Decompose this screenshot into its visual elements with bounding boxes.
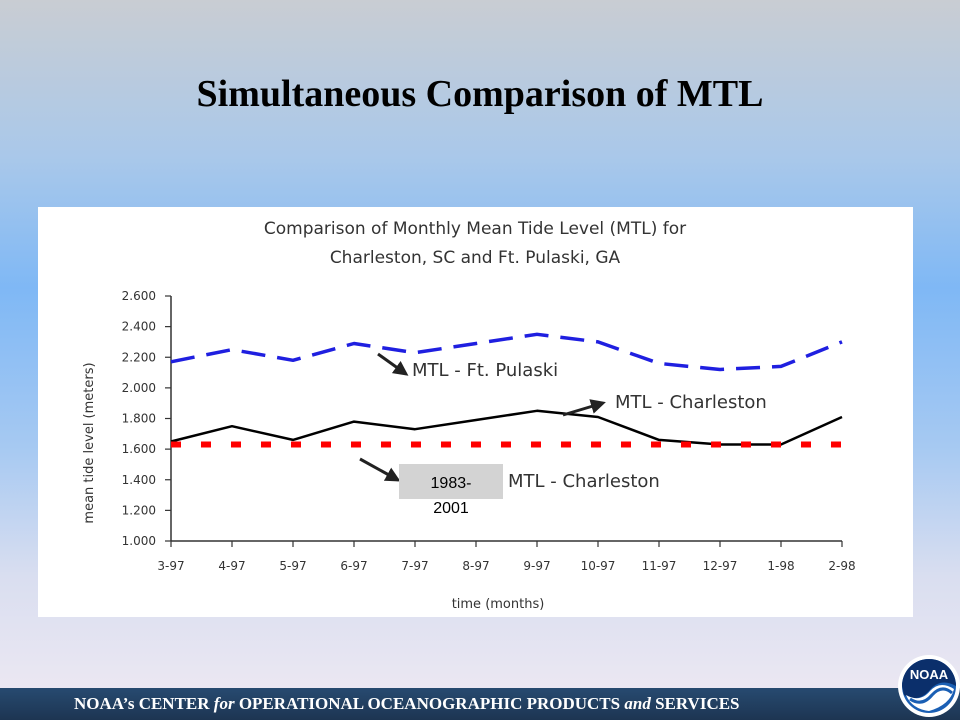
footer-part-2: for — [213, 694, 235, 713]
footer-part-1: NOAA’s CENTER — [74, 694, 214, 713]
x-tick-label: 11-97 — [642, 559, 677, 573]
longterm-arrow — [359, 457, 401, 482]
tide-level-chart: Comparison of Monthly Mean Tide Level (M… — [82, 219, 856, 612]
y-tick-label: 2.200 — [122, 350, 156, 364]
footer-text: NOAA’s CENTER for OPERATIONAL OCEANOGRAP… — [74, 694, 894, 714]
pulaski-label: MTL - Ft. Pulaski — [412, 360, 558, 381]
chart-title: Comparison of Monthly Mean Tide Level (M… — [264, 219, 686, 239]
noaa-logo-icon: NOAA — [898, 655, 960, 717]
x-tick-label: 9-97 — [523, 559, 550, 573]
x-tick-label: 12-97 — [703, 559, 738, 573]
x-tick-label: 2-98 — [828, 559, 855, 573]
y-tick-label: 1.800 — [122, 412, 156, 426]
footer-part-3: OPERATIONAL OCEANOGRAPHIC PRODUCTS — [234, 694, 625, 713]
charleston-label: MTL - Charleston — [615, 392, 767, 413]
footer-part-5: SERVICES — [650, 694, 740, 713]
x-tick-label: 10-97 — [581, 559, 616, 573]
charleston-arrow — [562, 399, 606, 417]
x-tick-label: 5-97 — [279, 559, 306, 573]
x-tick-label: 7-97 — [401, 559, 428, 573]
series-line-charleston — [170, 409, 843, 446]
x-tick-label: 3-97 — [157, 559, 184, 573]
x-tick-label: 6-97 — [340, 559, 367, 573]
slide-title: Simultaneous Comparison of MTL — [196, 73, 764, 115]
y-tick-label: 2.400 — [122, 320, 156, 334]
footer-bar — [0, 688, 960, 720]
y-tick-label: 2.600 — [122, 289, 156, 303]
epoch-note-line-1: 1983- — [431, 475, 472, 492]
x-tick-label: 1-98 — [767, 559, 794, 573]
x-tick-label: 4-97 — [218, 559, 245, 573]
y-axis-label: mean tide level (meters) — [82, 362, 97, 523]
y-tick-label: 1.000 — [122, 534, 156, 548]
chart-panel: Comparison of Monthly Mean Tide Level (M… — [38, 207, 913, 617]
pulaski-arrow — [377, 352, 409, 376]
series-line-ft-pulaski — [170, 332, 843, 372]
epoch-note-line-2: 2001 — [433, 500, 469, 517]
y-tick-label: 2.000 — [122, 381, 156, 395]
x-tick-label: 8-97 — [462, 559, 489, 573]
x-axis-label: time (months) — [452, 597, 545, 612]
logo-text: NOAA — [910, 667, 949, 682]
longterm-label: MTL - Charleston — [508, 471, 660, 492]
chart-subtitle: Charleston, SC and Ft. Pulaski, GA — [330, 248, 621, 268]
footer-part-4: and — [624, 694, 651, 713]
epoch-note-box — [399, 464, 503, 499]
y-tick-label: 1.200 — [122, 503, 156, 517]
y-tick-label: 1.600 — [122, 442, 156, 456]
y-tick-label: 1.400 — [122, 473, 156, 487]
